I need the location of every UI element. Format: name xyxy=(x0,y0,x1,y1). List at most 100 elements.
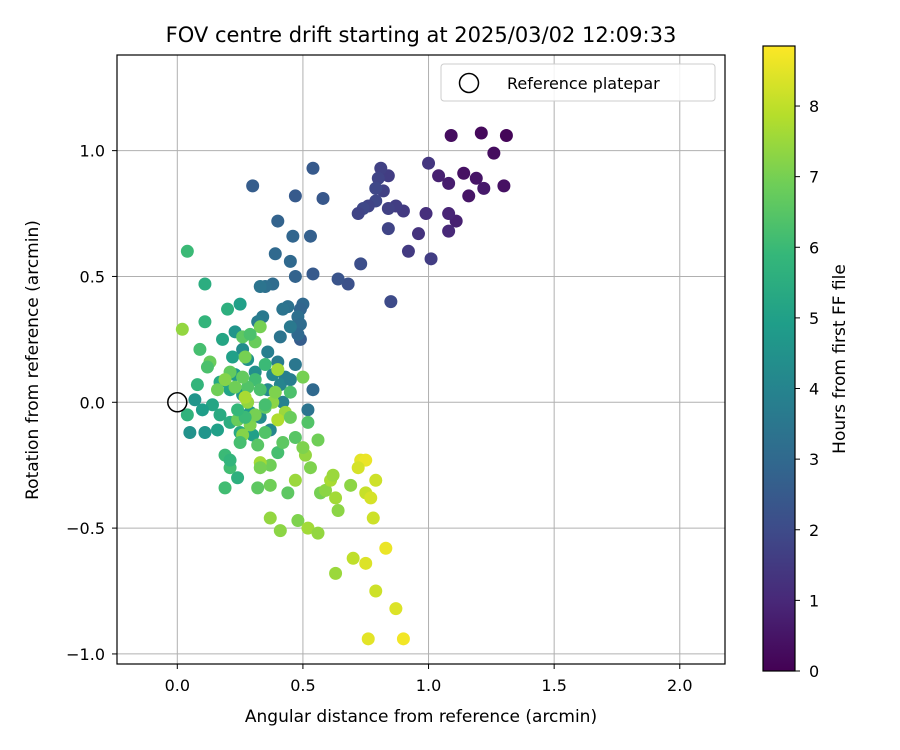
data-point xyxy=(303,461,317,475)
data-point xyxy=(253,383,267,397)
data-point xyxy=(369,473,383,487)
data-point xyxy=(198,315,212,329)
data-point xyxy=(381,222,395,236)
colorbar-tick-label: 0 xyxy=(809,662,819,681)
legend: Reference platepar xyxy=(440,63,716,102)
legend-reference-marker xyxy=(458,72,480,94)
y-axis-ticks: −1.0 −0.5 0.0 0.5 1.0 xyxy=(66,142,117,664)
data-point xyxy=(276,395,290,409)
data-point xyxy=(228,380,242,394)
data-point xyxy=(213,408,227,422)
data-point xyxy=(419,207,433,221)
data-point xyxy=(401,244,415,258)
data-point xyxy=(246,179,260,193)
data-point xyxy=(319,483,333,497)
y-tick-label: −0.5 xyxy=(66,519,105,538)
data-point xyxy=(253,320,267,334)
data-point xyxy=(457,166,471,180)
data-point xyxy=(248,408,262,422)
data-point xyxy=(226,350,240,364)
data-point xyxy=(344,478,358,492)
data-point xyxy=(273,524,287,538)
x-tick-label: 0.0 xyxy=(165,676,190,695)
data-point xyxy=(444,129,458,143)
colorbar-tick-label: 8 xyxy=(809,97,819,116)
data-point xyxy=(271,413,285,427)
data-point xyxy=(253,461,267,475)
data-point xyxy=(271,446,285,460)
chart-title: FOV centre drift starting at 2025/03/02 … xyxy=(166,23,677,47)
data-point xyxy=(263,478,277,492)
x-tick-label: 2.0 xyxy=(667,676,692,695)
data-point xyxy=(306,383,320,397)
plot-frame xyxy=(116,54,726,665)
data-point xyxy=(198,425,212,439)
data-point xyxy=(286,229,300,243)
data-point xyxy=(326,468,340,482)
data-point xyxy=(231,471,245,485)
data-point xyxy=(200,360,214,374)
data-point xyxy=(396,632,410,646)
data-point xyxy=(291,514,305,528)
data-point xyxy=(303,229,317,243)
data-point xyxy=(233,436,247,450)
data-point xyxy=(190,378,204,392)
data-point xyxy=(263,511,277,525)
data-point xyxy=(371,171,385,185)
colorbar-tick-label: 6 xyxy=(809,238,819,257)
data-point xyxy=(246,428,260,442)
data-point xyxy=(354,257,368,271)
y-tick-label: 0.0 xyxy=(80,393,105,412)
colorbar-tick-label: 3 xyxy=(809,450,819,469)
y-tick-label: 1.0 xyxy=(80,142,105,161)
data-point xyxy=(366,511,380,525)
legend-label: Reference platepar xyxy=(507,74,660,93)
data-point xyxy=(221,302,235,316)
data-point xyxy=(424,252,438,266)
data-point xyxy=(195,403,209,417)
data-point xyxy=(329,566,343,580)
colorbar: 0 1 2 3 4 5 6 7 8 Hours from first FF file xyxy=(762,45,850,681)
data-point xyxy=(442,207,456,221)
y-axis-label: Rotation from reference (arcmin) xyxy=(23,220,43,500)
data-point xyxy=(288,269,302,283)
data-point xyxy=(469,171,483,185)
data-point xyxy=(351,461,365,475)
x-tick-label: 0.5 xyxy=(290,676,315,695)
data-point xyxy=(276,302,290,316)
data-point xyxy=(210,383,224,397)
data-point xyxy=(384,295,398,309)
data-point xyxy=(497,179,511,193)
data-point xyxy=(175,322,189,336)
data-point xyxy=(288,189,302,203)
data-point xyxy=(180,408,194,422)
data-point xyxy=(379,541,393,555)
x-tick-label: 1.5 xyxy=(541,676,566,695)
data-point xyxy=(281,486,295,500)
y-tick-label: −1.0 xyxy=(66,645,105,664)
data-point xyxy=(251,438,265,452)
colorbar-ticks: 0 1 2 3 4 5 6 7 8 xyxy=(795,97,819,681)
data-point xyxy=(487,146,501,160)
colorbar-tick-label: 2 xyxy=(809,521,819,540)
data-point xyxy=(364,491,378,505)
colorbar-label: Hours from first FF file xyxy=(830,264,850,454)
data-point xyxy=(216,332,230,346)
data-point xyxy=(288,473,302,487)
data-point xyxy=(273,330,287,344)
data-point xyxy=(283,254,297,268)
data-point xyxy=(258,398,272,412)
colorbar-tick-label: 1 xyxy=(809,591,819,610)
data-point xyxy=(198,277,212,291)
data-point xyxy=(359,556,373,570)
data-point xyxy=(218,373,232,387)
data-point xyxy=(271,214,285,228)
data-point xyxy=(253,280,267,294)
colorbar-gradient xyxy=(763,46,795,671)
data-point xyxy=(188,393,202,407)
colorbar-tick-label: 4 xyxy=(809,380,819,399)
data-point xyxy=(271,363,285,377)
data-point xyxy=(283,385,297,399)
